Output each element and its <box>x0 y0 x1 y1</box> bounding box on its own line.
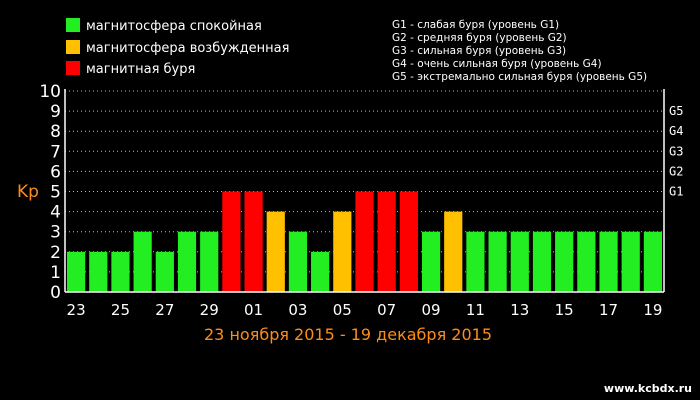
x-tick-label: 17 <box>599 301 618 319</box>
y-tick-label: 0 <box>50 283 61 303</box>
bar <box>555 231 574 292</box>
storm-levels: G1 - слабая буря (уровень G1) G2 - средн… <box>392 19 647 83</box>
axes <box>64 89 665 293</box>
legend: магнитосфера спокойная магнитосфера возб… <box>66 18 289 77</box>
g-tick-label: G4 <box>669 124 683 138</box>
x-tick-label: 13 <box>510 301 529 319</box>
x-tick-label: 25 <box>111 301 130 319</box>
bar <box>510 231 529 292</box>
y-tick-label: 4 <box>50 203 61 223</box>
storm-level-g4: G4 - очень сильная буря (уровень G4) <box>392 58 602 70</box>
bar <box>333 211 352 292</box>
bar <box>444 211 463 292</box>
bar <box>311 251 330 292</box>
x-tick-label: 03 <box>288 301 307 319</box>
bar <box>421 231 441 292</box>
x-tick-label: 07 <box>377 301 396 319</box>
storm-level-g3: G3 - сильная буря (уровень G3) <box>392 45 566 57</box>
bar <box>532 231 552 292</box>
x-tick-label: 11 <box>466 301 485 319</box>
bar <box>89 251 108 292</box>
x-tick-label: 23 <box>67 301 86 319</box>
x-tick-label: 05 <box>333 301 352 319</box>
bar <box>200 231 219 292</box>
y-tick-label: 5 <box>50 183 61 203</box>
site-watermark: www.kcbdx.ru <box>604 382 692 395</box>
g-tick-label: G2 <box>669 164 683 178</box>
x-tick-label: 27 <box>155 301 174 319</box>
bar <box>155 251 174 292</box>
legend-swatch-storm <box>66 61 80 75</box>
y-tick-label: 1 <box>50 263 61 283</box>
x-tick-label: 19 <box>643 301 662 319</box>
legend-label-storm: магнитная буря <box>86 62 195 77</box>
bar <box>377 191 396 292</box>
bar <box>621 231 640 292</box>
bar <box>111 251 130 292</box>
bar <box>177 231 197 292</box>
x-tick-label: 15 <box>555 301 574 319</box>
g-tick-label: G3 <box>669 144 683 158</box>
bar <box>599 231 618 292</box>
storm-level-g2: G2 - средняя буря (уровень G2) <box>392 32 567 44</box>
y-tick-label: 2 <box>50 243 61 263</box>
bar <box>67 251 86 292</box>
x-tick-labels: 23 25 27 29 01 03 05 07 09 11 13 15 17 19 <box>67 301 663 319</box>
y-tick-label: 7 <box>50 142 61 162</box>
bar <box>466 231 485 292</box>
bar <box>355 191 374 292</box>
bar <box>399 191 418 292</box>
y-tick-label: 10 <box>39 82 61 102</box>
bar <box>288 231 308 292</box>
y-tick-label: 8 <box>50 122 61 142</box>
x-tick-label: 09 <box>422 301 441 319</box>
date-range: 23 ноября 2015 - 19 декабря 2015 <box>204 325 492 344</box>
legend-swatch-active <box>66 40 80 54</box>
storm-level-g5: G5 - экстремально сильная буря (уровень … <box>392 71 647 83</box>
g-tick-label: G5 <box>669 104 683 118</box>
y-tick-label: 6 <box>50 162 61 182</box>
bar <box>133 231 152 292</box>
y-axis-label: Kp <box>17 182 39 202</box>
bar <box>222 191 241 292</box>
x-tick-label: 01 <box>244 301 263 319</box>
bar <box>488 231 507 292</box>
legend-label-quiet: магнитосфера спокойная <box>86 19 262 34</box>
y-tick-label: 9 <box>50 102 61 122</box>
g-tick-label: G1 <box>669 185 683 199</box>
bar <box>266 211 285 292</box>
legend-swatch-quiet <box>66 18 80 32</box>
legend-label-active: магнитосфера возбужденная <box>86 41 289 56</box>
bar <box>643 231 662 292</box>
bars <box>67 191 662 292</box>
bar <box>577 231 596 292</box>
g-tick-labels: G1 G2 G3 G4 G5 <box>669 104 683 198</box>
storm-level-g1: G1 - слабая буря (уровень G1) <box>392 19 559 31</box>
bar <box>244 191 263 292</box>
y-tick-label: 3 <box>50 223 61 243</box>
x-tick-label: 29 <box>200 301 219 319</box>
